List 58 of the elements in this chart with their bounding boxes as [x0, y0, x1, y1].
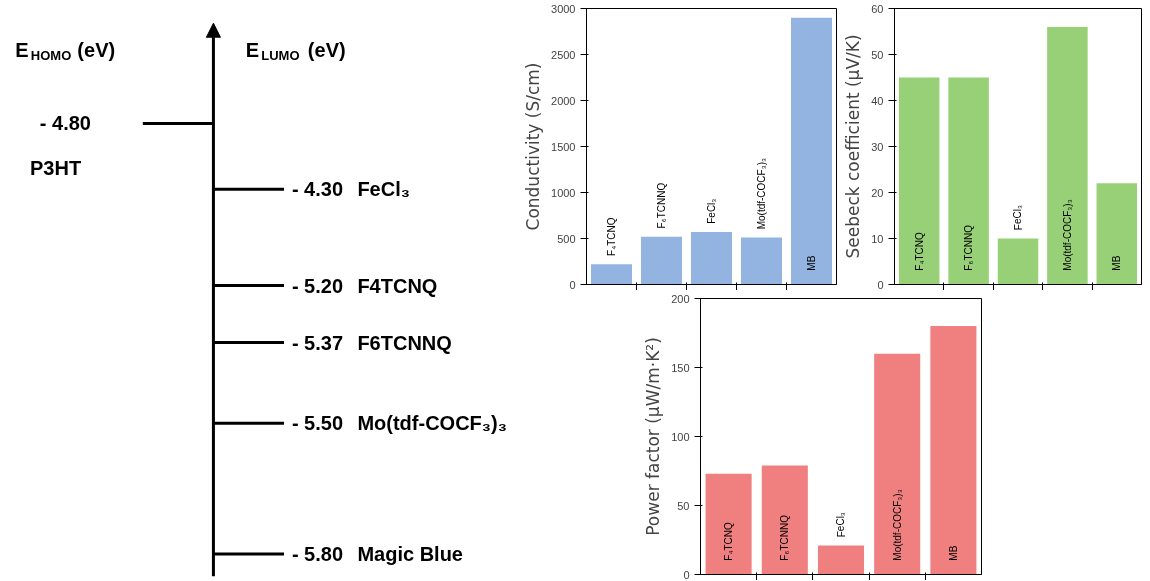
y-tick-label: 1500 — [551, 140, 576, 153]
data-label: - 4.30 — [291, 178, 344, 201]
y-tick-label: 100 — [671, 430, 690, 443]
y-tick-label: 0 — [683, 568, 690, 581]
category-label: Mo(tdf-COCF₃)₃ — [891, 489, 903, 561]
bar — [898, 77, 940, 285]
x-tick-label: Mo(tdf-COCF₃)₃ — [756, 157, 767, 230]
x-tick-label: F₄TCNQ — [606, 217, 617, 256]
bar — [691, 232, 732, 285]
bar — [874, 353, 921, 575]
y-tick-label: 500 — [557, 232, 576, 245]
y-tick-label: 20 — [871, 186, 884, 199]
y-tick-label: 150 — [671, 361, 690, 374]
bar — [641, 236, 682, 285]
bar — [930, 326, 977, 575]
y-tick-label: 50 — [871, 48, 884, 61]
bar — [791, 17, 832, 285]
category-label: MB — [1111, 255, 1123, 271]
data-label: - 5.80 — [291, 542, 344, 565]
category-label: F6TCNNQ — [357, 331, 452, 354]
category-label: F4TCNQ — [357, 274, 438, 297]
bar — [741, 237, 782, 285]
y-tick-label: 0 — [877, 278, 884, 291]
category-label: P3HT — [30, 156, 82, 179]
bar — [997, 238, 1039, 285]
bar — [1047, 26, 1088, 285]
data-label: - 5.20 — [291, 274, 344, 297]
category-label: Mo(tdf-COCF₃)₃ — [357, 412, 507, 435]
category-label: MB — [947, 545, 959, 561]
y-tick-label: 30 — [871, 140, 884, 153]
y-tick-label: 50 — [677, 499, 690, 512]
bar — [1096, 183, 1138, 285]
data-label: - 5.37 — [291, 331, 344, 354]
x-tick-label: F₆TCNNQ — [656, 182, 667, 229]
y-tick-label: 60 — [871, 2, 884, 15]
category-label: F₄TCNQ — [723, 522, 735, 561]
bar — [705, 473, 752, 575]
data-label: - 4.80 — [39, 112, 91, 135]
y-axis-title: Power factor (μW/m·K²) — [643, 337, 664, 536]
y-tick-label: 10 — [871, 232, 884, 245]
data-label: - 5.50 — [291, 412, 344, 435]
y-tick-label: 2000 — [551, 94, 576, 107]
y-tick-label: 2500 — [551, 48, 576, 61]
bar — [761, 465, 808, 575]
x-tick-label: FeCl₃ — [706, 198, 717, 224]
y-tick-label: 3000 — [551, 2, 576, 15]
bar — [591, 264, 632, 285]
category-label: F₆TCNNQ — [779, 515, 791, 561]
y-axis-title: Conductivity (S/cm) — [523, 62, 544, 231]
y-tick-label: 40 — [871, 94, 884, 107]
y-tick-label: 200 — [671, 292, 690, 305]
category-label: Magic Blue — [357, 542, 463, 565]
bar — [948, 77, 989, 285]
y-axis-title: Seebeck coefficient (μV/K) — [843, 34, 864, 259]
category-label: FeCl₃ — [835, 512, 847, 538]
y-tick-label: 0 — [569, 278, 576, 291]
y-tick-label: 1000 — [551, 186, 576, 199]
bar — [817, 545, 865, 575]
